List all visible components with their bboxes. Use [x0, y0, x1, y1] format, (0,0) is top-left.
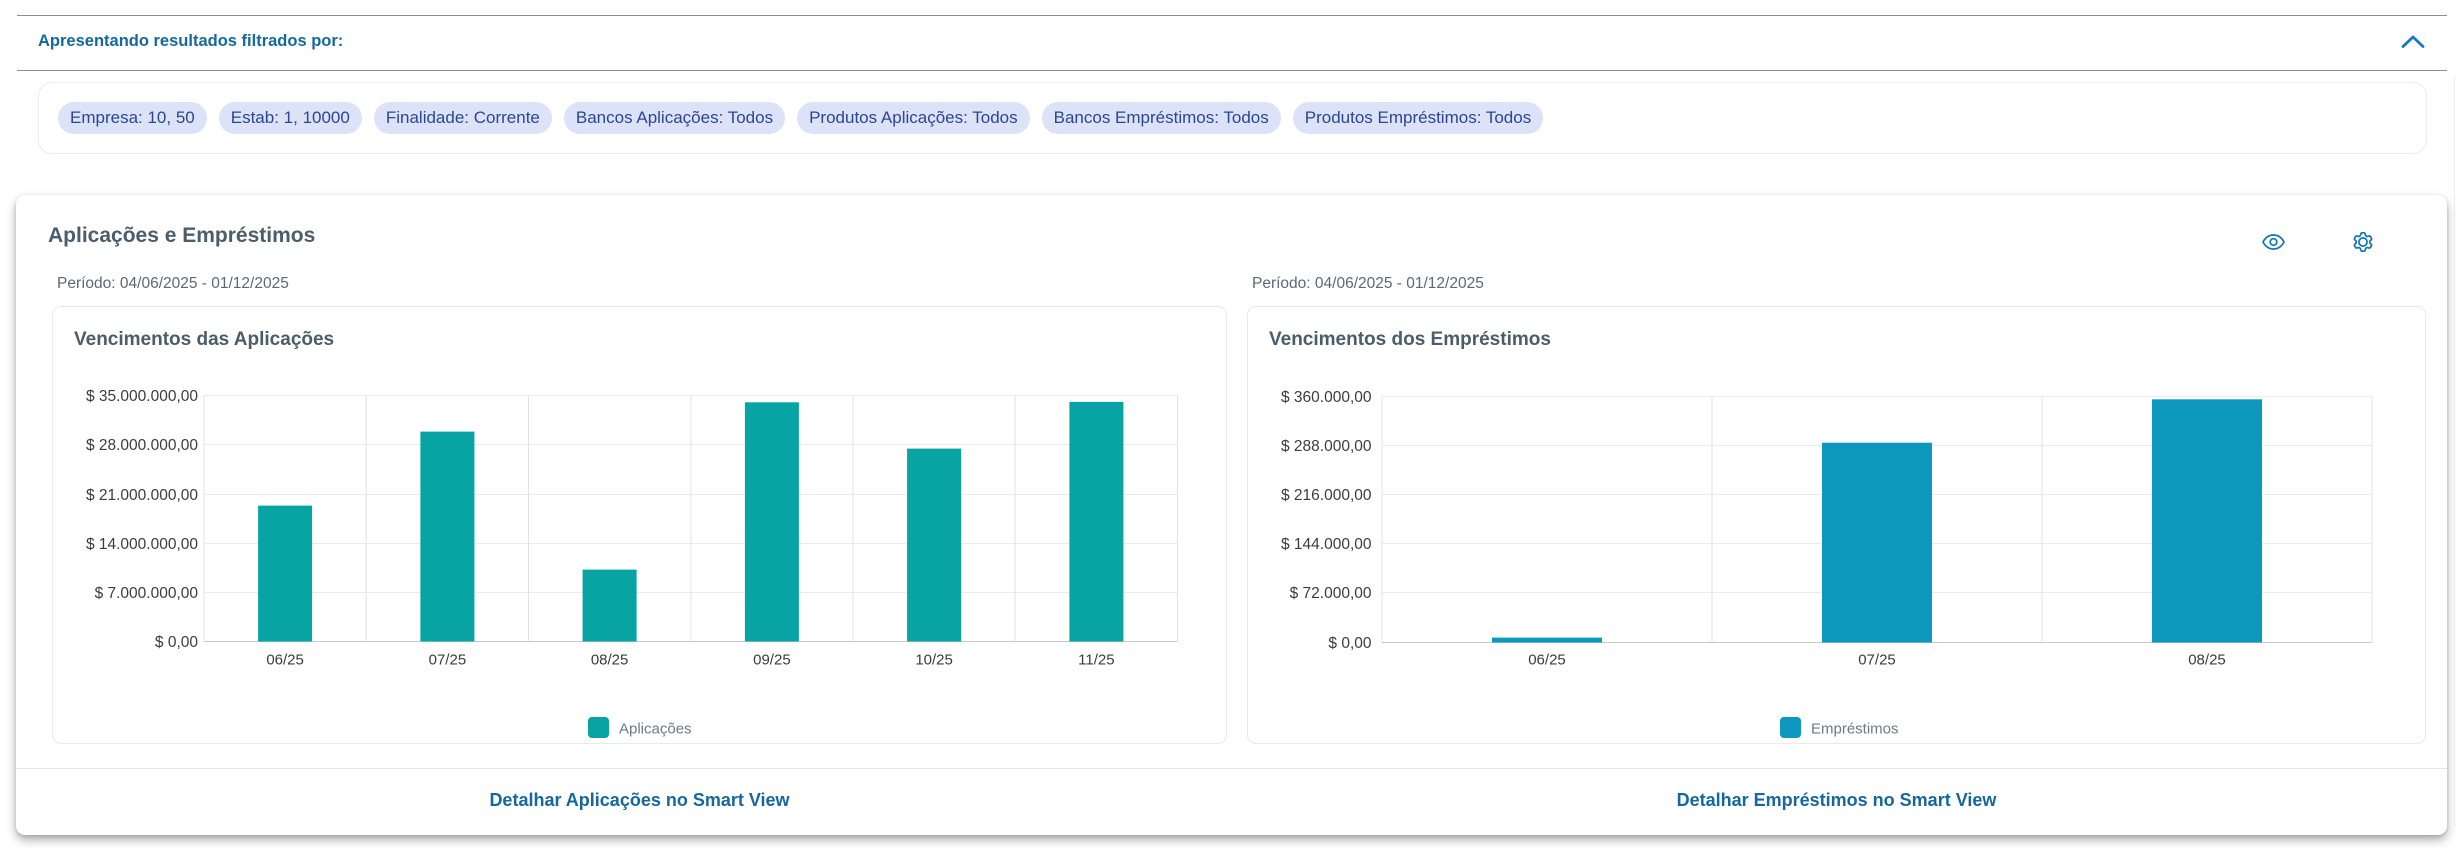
svg-text:$ 21.000.000,00: $ 21.000.000,00 [86, 487, 198, 504]
svg-text:09/25: 09/25 [753, 652, 791, 669]
svg-text:$ 0,00: $ 0,00 [1328, 635, 1371, 652]
svg-text:06/25: 06/25 [1528, 652, 1566, 669]
svg-text:$ 72.000,00: $ 72.000,00 [1290, 585, 1372, 602]
svg-text:$ 360.000,00: $ 360.000,00 [1281, 389, 1372, 406]
svg-text:11/25: 11/25 [1078, 652, 1114, 669]
svg-text:$ 7.000.000,00: $ 7.000.000,00 [95, 585, 199, 602]
svg-text:08/25: 08/25 [591, 652, 629, 669]
svg-text:07/25: 07/25 [429, 652, 467, 669]
svg-text:$ 216.000,00: $ 216.000,00 [1281, 487, 1372, 504]
svg-text:$ 35.000.000,00: $ 35.000.000,00 [86, 388, 198, 405]
svg-text:$ 28.000.000,00: $ 28.000.000,00 [86, 437, 198, 454]
svg-text:06/25: 06/25 [266, 652, 304, 669]
svg-text:$ 14.000.000,00: $ 14.000.000,00 [86, 536, 198, 553]
svg-text:$ 288.000,00: $ 288.000,00 [1281, 438, 1372, 455]
svg-text:Aplicações: Aplicações [619, 721, 692, 738]
svg-text:$ 144.000,00: $ 144.000,00 [1281, 536, 1372, 553]
svg-text:10/25: 10/25 [915, 652, 953, 669]
svg-text:07/25: 07/25 [1858, 652, 1896, 669]
svg-text:Empréstimos: Empréstimos [1811, 721, 1899, 738]
svg-text:$ 0,00: $ 0,00 [155, 634, 198, 651]
svg-text:08/25: 08/25 [2188, 652, 2226, 669]
